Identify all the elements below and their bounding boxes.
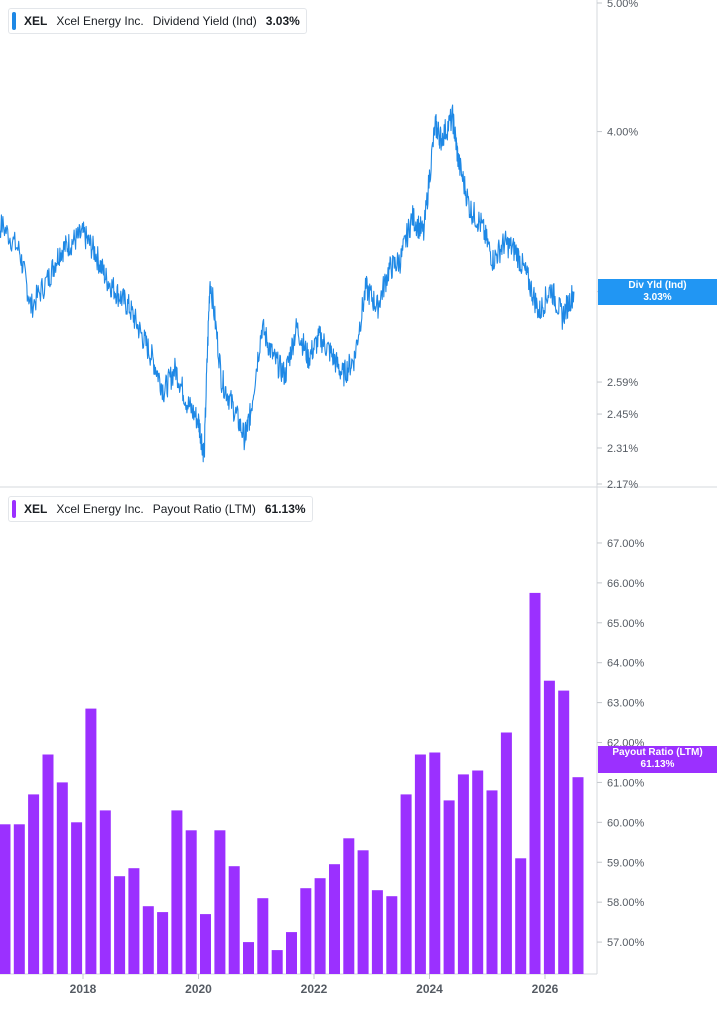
payout-bar [128, 868, 140, 974]
yield-legend-company: Xcel Energy Inc. [56, 14, 144, 28]
payout-bar [400, 794, 412, 974]
payout-bar [228, 866, 240, 974]
payout-y-tick-label: 59.00% [607, 857, 645, 869]
payout-bar [558, 690, 570, 974]
payout-legend-ticker: XEL [24, 502, 48, 516]
payout-bar [271, 950, 283, 974]
payout-y-tick-label: 66.00% [607, 578, 645, 590]
payout-y-tick-label: 57.00% [607, 937, 645, 949]
payout-bar [314, 878, 326, 974]
payout-bar [185, 830, 197, 974]
payout-bar [200, 914, 211, 974]
payout-bar [28, 794, 40, 974]
x-tick-label: 2018 [70, 982, 97, 996]
payout-y-tick-label: 61.00% [607, 777, 645, 789]
payout-bar [357, 850, 369, 974]
payout-bar [142, 906, 154, 974]
payout-bar [243, 942, 254, 974]
payout-bar [214, 830, 226, 974]
payout-bar [486, 790, 498, 974]
payout-legend-company: Xcel Energy Inc. [56, 502, 144, 516]
payout-bar [515, 858, 527, 974]
payout-bar [85, 708, 97, 974]
payout-y-tick-label: 60.00% [607, 817, 645, 829]
payout-y-tick-label: 64.00% [607, 658, 645, 670]
payout-bar [343, 838, 355, 974]
payout-bar [300, 888, 312, 974]
yield-y-tick-label: 5.00% [607, 0, 638, 10]
payout-legend-metric: Payout Ratio (LTM) [152, 502, 256, 516]
payout-bar [371, 890, 383, 974]
payout-tag-label: Payout Ratio (LTM) [612, 747, 703, 758]
payout-bar [386, 896, 398, 974]
yield-y-tick-label: 2.31% [607, 443, 638, 455]
yield-legend-metric: Dividend Yield (Ind) [152, 14, 257, 28]
yield-value-tag: Div Yld (Ind) 3.03% [598, 279, 717, 305]
payout-bar [543, 680, 555, 974]
payout-bar [572, 777, 584, 974]
yield-y-tick-label: 2.59% [607, 377, 638, 389]
payout-bar [257, 898, 269, 974]
payout-value-tag: Payout Ratio (LTM) 61.13% [598, 746, 717, 773]
payout-bar [42, 754, 54, 974]
payout-bar [529, 592, 541, 974]
yield-legend-ticker: XEL [24, 14, 48, 28]
payout-bar [443, 800, 455, 974]
yield-y-tick-label: 2.45% [607, 409, 638, 421]
payout-legend[interactable]: XEL Xcel Energy Inc. Payout Ratio (LTM) … [8, 496, 313, 522]
payout-bar [500, 732, 512, 974]
payout-bar [286, 932, 297, 974]
x-tick-label: 2022 [301, 982, 328, 996]
payout-bar [329, 864, 340, 974]
payout-tag-value: 61.13% [640, 759, 675, 770]
payout-bar [472, 770, 484, 974]
payout-legend-value: 61.13% [264, 502, 306, 516]
yield-legend[interactable]: XEL Xcel Energy Inc. Dividend Yield (Ind… [8, 8, 307, 34]
payout-bar [114, 876, 126, 974]
yield-y-tick-label: 4.00% [607, 127, 638, 139]
payout-bar [99, 810, 111, 974]
payout-bar [171, 810, 183, 974]
payout-y-tick-label: 65.00% [607, 618, 645, 630]
x-tick-label: 2024 [416, 982, 443, 996]
payout-bar [457, 774, 469, 974]
payout-bar [429, 752, 441, 974]
x-tick-label: 2020 [185, 982, 212, 996]
payout-legend-swatch [12, 500, 16, 518]
yield-line [0, 104, 575, 463]
yield-legend-value: 3.03% [265, 14, 300, 28]
yield-tag-value: 3.03% [643, 292, 672, 303]
payout-y-tick-label: 63.00% [607, 698, 645, 710]
payout-bar [0, 824, 11, 974]
yield-tag-label: Div Yld (Ind) [628, 280, 687, 291]
yield-legend-swatch [12, 12, 16, 30]
yield-y-tick-label: 2.17% [607, 479, 638, 491]
payout-y-tick-label: 58.00% [607, 897, 645, 909]
payout-bar [56, 782, 68, 974]
payout-bar [157, 912, 169, 974]
payout-bar [414, 754, 426, 974]
x-tick-label: 2026 [532, 982, 559, 996]
payout-y-tick-label: 67.00% [607, 538, 645, 550]
payout-bar [13, 824, 25, 974]
payout-bar [71, 822, 83, 974]
